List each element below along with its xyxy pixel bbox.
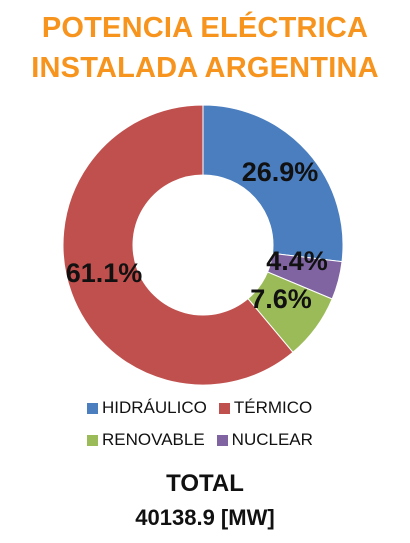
legend-swatch-renovable bbox=[87, 434, 98, 446]
slice-label-hidraulico: 26.9% bbox=[242, 157, 319, 187]
legend-row-2: RENOVABLE NUCLEAR bbox=[87, 430, 325, 450]
legend-swatch-nuclear bbox=[216, 434, 228, 446]
legend-item-nuclear: NUCLEAR bbox=[216, 430, 313, 450]
legend-label-hidraulico: HIDRÁULICO bbox=[102, 398, 207, 417]
chart-title-line-1: POTENCIA ELÉCTRICA bbox=[41, 12, 369, 44]
slice-label-renovable: 7.6% bbox=[250, 284, 312, 314]
legend-item-hidraulico: HIDRÁULICO bbox=[87, 398, 207, 418]
slice-termico bbox=[62, 104, 294, 386]
slice-label-termico: 61.1% bbox=[66, 258, 143, 288]
slice-hidraulico bbox=[202, 104, 344, 263]
legend-label-renovable: RENOVABLE bbox=[102, 430, 205, 449]
legend-item-termico: TÉRMICO bbox=[218, 398, 313, 418]
chart-title-line-2: INSTALADA ARGENTINA bbox=[31, 52, 379, 84]
slice-label-nuclear: 4.4% bbox=[266, 246, 328, 276]
total-label: TOTAL bbox=[166, 470, 244, 497]
total-value: 40138.9 [MW] bbox=[135, 505, 275, 530]
legend-swatch-termico bbox=[218, 402, 230, 414]
donut-labels: 26.9% 4.4% 7.6% 61.1% bbox=[66, 157, 328, 314]
legend-label-termico: TÉRMICO bbox=[233, 398, 313, 417]
donut-slices bbox=[62, 104, 344, 386]
legend-item-renovable: RENOVABLE bbox=[87, 430, 205, 450]
legend-swatch-hidraulico bbox=[87, 402, 98, 414]
legend-row-1: HIDRÁULICO TÉRMICO bbox=[87, 398, 324, 418]
legend-label-nuclear: NUCLEAR bbox=[231, 430, 313, 449]
